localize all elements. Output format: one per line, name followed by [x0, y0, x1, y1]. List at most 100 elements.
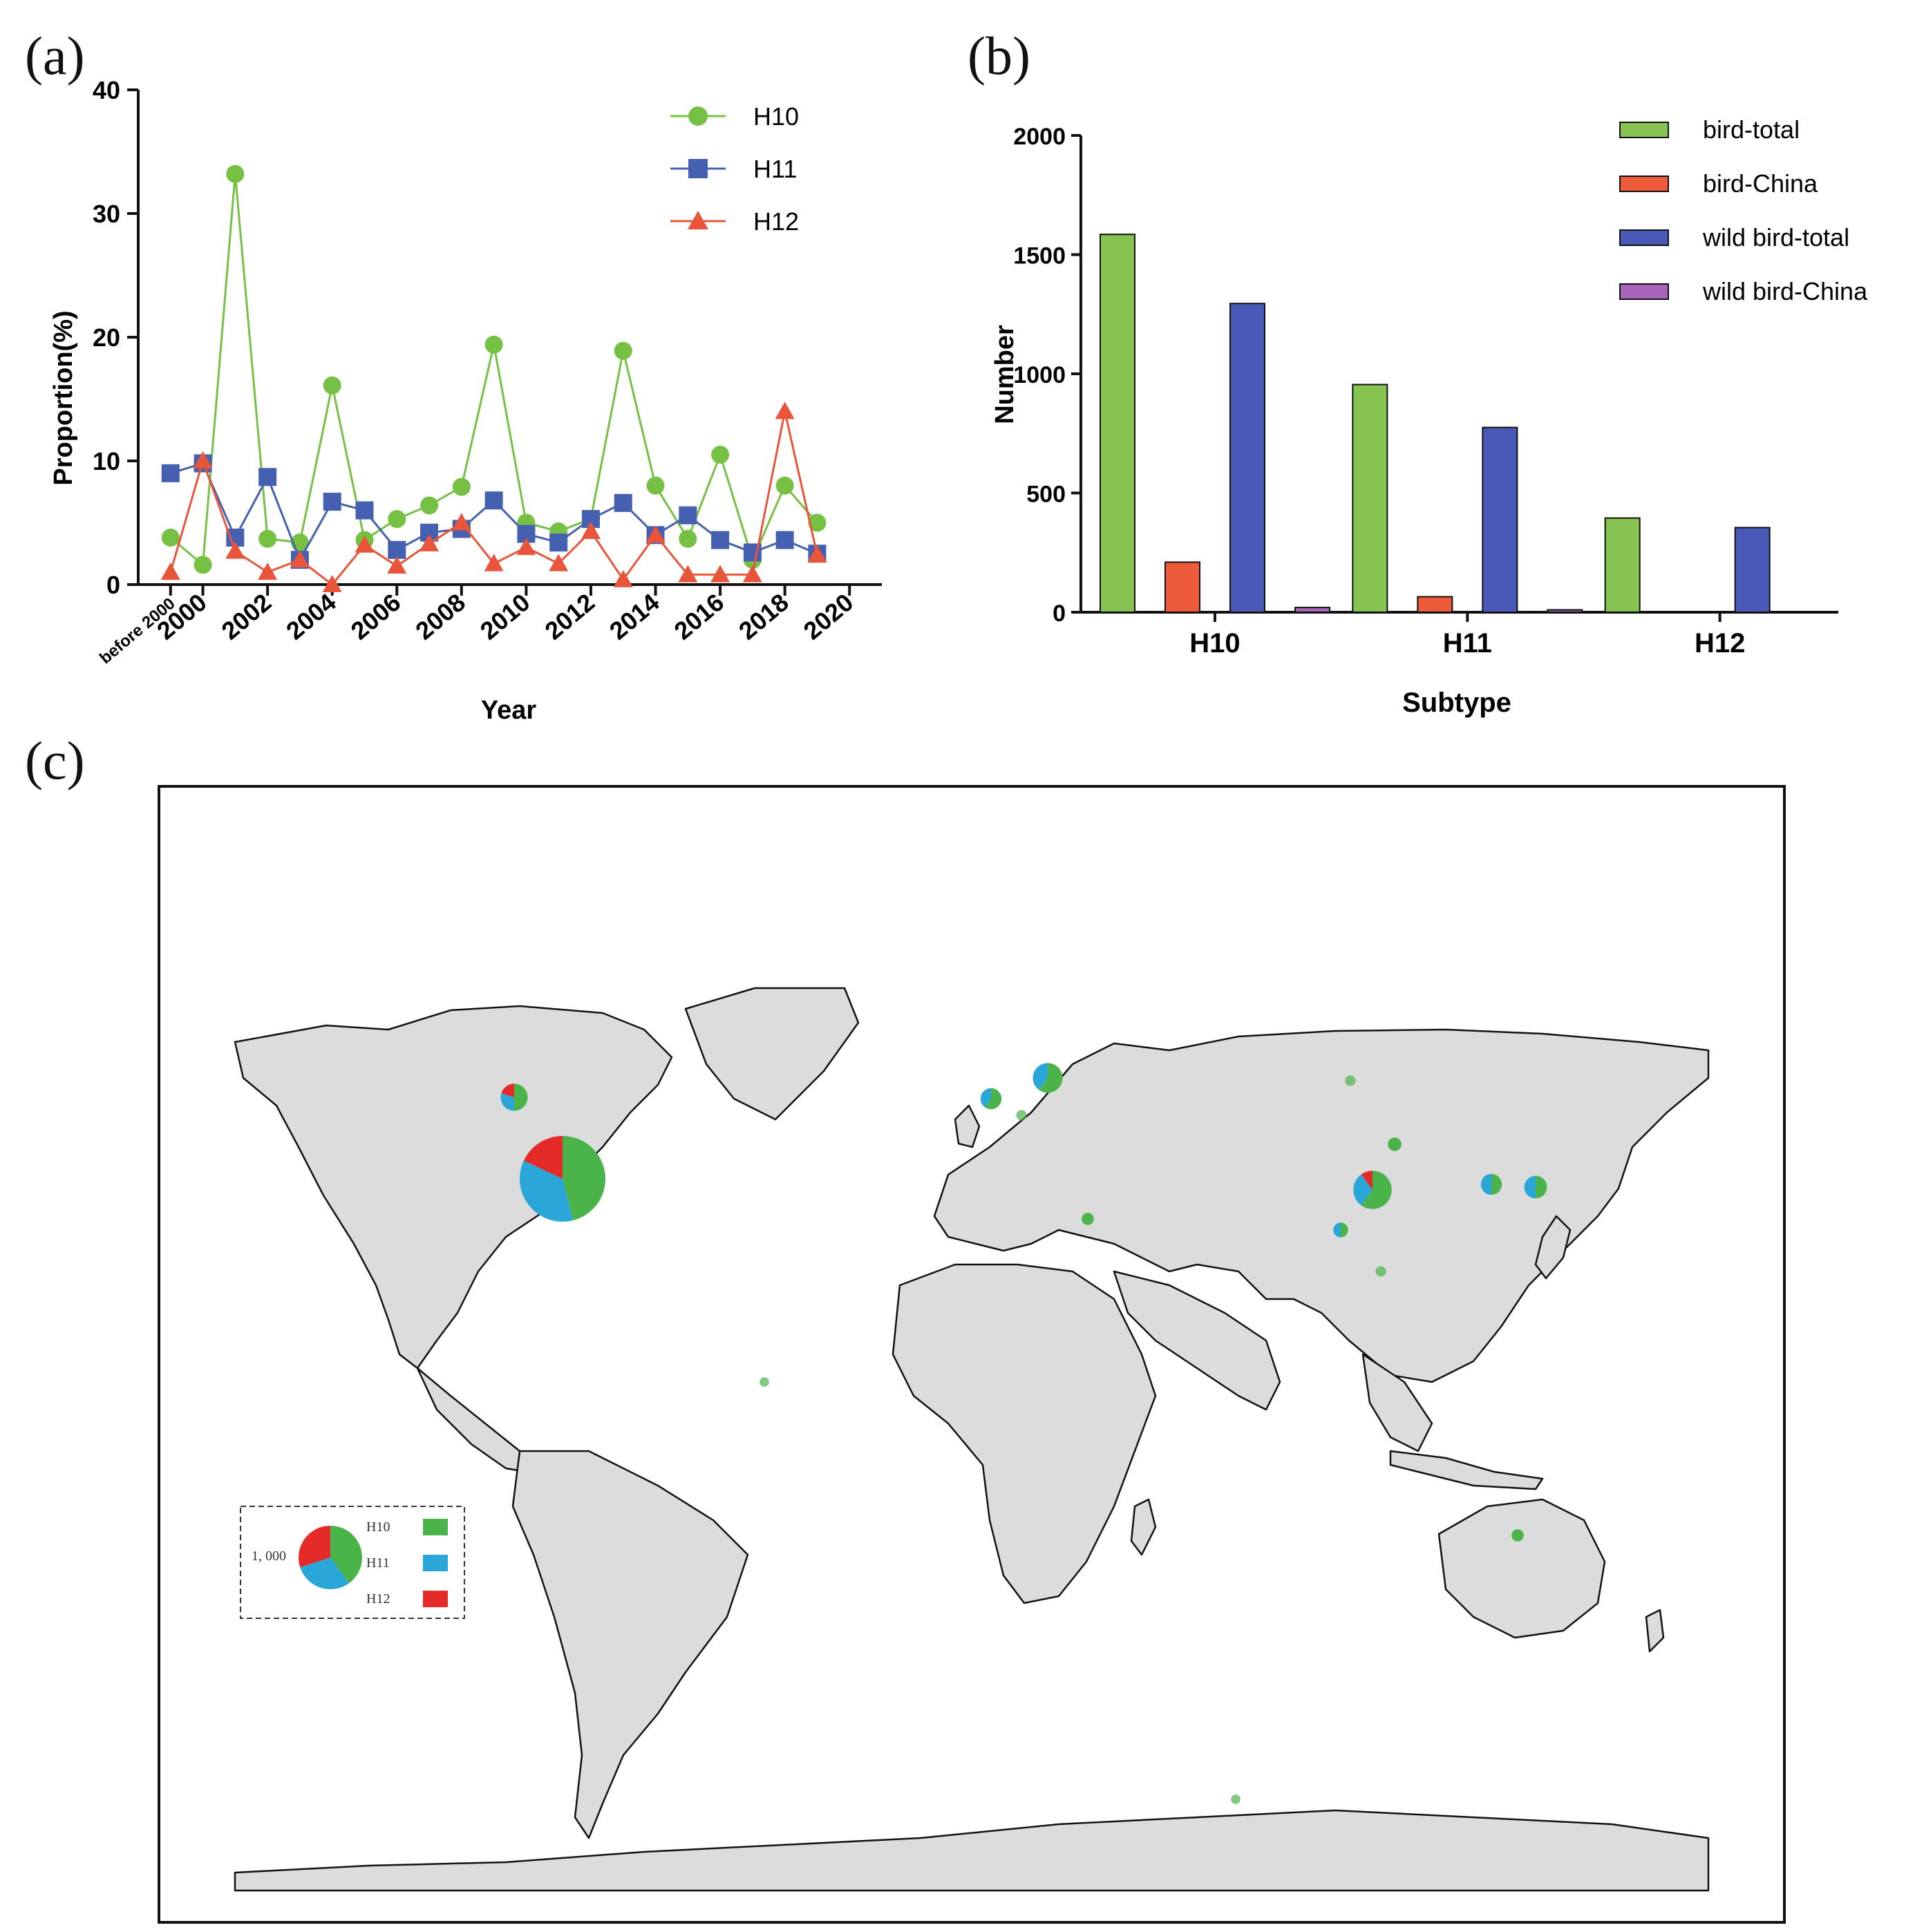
panel-label-b: (b) [968, 26, 1030, 86]
world-map: 1, 000 H10 H11 H12 [234, 987, 1710, 1892]
panel-label-a: (a) [25, 26, 85, 86]
pie-canada-slice [500, 1092, 514, 1111]
x-tick-label: H12 [1695, 628, 1745, 659]
x-axis-label: Subtype [1402, 688, 1511, 718]
map-legend-h11-swatch [423, 1555, 448, 1571]
pie-netherlands-slice [980, 1088, 991, 1108]
data-point-h12 [451, 513, 471, 531]
data-point-h12 [775, 401, 795, 419]
x-tick-label: 2004 [281, 588, 341, 645]
map-legend-h12-label: H12 [366, 1591, 390, 1607]
pie-germany-slice [1016, 1110, 1027, 1121]
data-point-h12 [258, 562, 278, 580]
y-tick-label: 20 [93, 323, 120, 352]
bar-wild-bird-total [1734, 527, 1771, 614]
x-tick-label: 2014 [604, 588, 665, 645]
y-tick-label: 0 [1053, 600, 1066, 627]
greenland [684, 987, 860, 1121]
x-tick-label: 2010 [475, 588, 536, 645]
legend-pie-slice [299, 1526, 330, 1568]
bar-wild-bird-china [1547, 609, 1583, 613]
bar-chart-number: 0 500 1000 1500 2000 H10 H11 H12 bird-total bird… [990, 115, 1868, 718]
y-tick-label: 40 [93, 76, 120, 104]
pie-canada-slice [514, 1083, 528, 1111]
bar-wild-bird-total [1482, 426, 1518, 613]
y-tick-label: 2000 [1013, 124, 1066, 150]
data-point-h12 [613, 569, 633, 587]
pie-bangladesh-slice [1333, 1222, 1341, 1238]
map-legend-h10-swatch [423, 1519, 448, 1535]
data-point-h10 [452, 477, 471, 496]
data-point-h11 [484, 491, 503, 510]
data-point-h10 [323, 376, 341, 395]
x-tick-label: 2002 [216, 588, 277, 645]
eurasia [933, 1028, 1710, 1383]
map-legend-h12-swatch [423, 1591, 448, 1607]
data-point-h10 [258, 529, 277, 548]
y-axis-label: Number [990, 325, 1019, 424]
map-pies [500, 1063, 1547, 1804]
data-point-h12 [419, 533, 440, 551]
new-zealand [1645, 1609, 1665, 1653]
legend-marker-h12 [688, 211, 708, 229]
bar-bird-total [1100, 234, 1135, 613]
data-point-h12 [484, 553, 504, 571]
pie-china-slice [1353, 1174, 1373, 1206]
data-point-h12 [322, 575, 342, 592]
pie-japan-slice [1524, 1175, 1536, 1199]
pie-canada-slice [501, 1083, 514, 1097]
pie-antarctica-slice [1231, 1794, 1241, 1804]
pie-sweden-slice [1032, 1063, 1048, 1090]
map-legend-scale-label: 1, 000 [252, 1549, 286, 1564]
data-point-h12 [678, 565, 698, 583]
pie-netherlands-slice [985, 1088, 1002, 1110]
data-point-h11 [775, 531, 794, 549]
south-asia [1113, 1270, 1281, 1411]
pie-china-slice [1361, 1171, 1392, 1209]
data-point-h12 [549, 553, 569, 571]
legend-label-h12: H12 [753, 207, 799, 236]
x-tick-label: 2000 [151, 588, 212, 645]
data-point-h12 [645, 525, 666, 543]
pie-usa-slice [519, 1160, 574, 1222]
y-tick-label: 500 [1026, 482, 1066, 508]
y-tick-label: 0 [106, 571, 120, 599]
legend-swatch-bird-total [1619, 122, 1669, 138]
x-tick-label: H10 [1189, 628, 1240, 659]
pie-australia-slice [1511, 1529, 1524, 1542]
pie-russia-slice [1345, 1075, 1356, 1086]
legend-pie-slice [300, 1557, 350, 1589]
data-point-h12 [581, 522, 601, 540]
central-america [416, 1367, 528, 1473]
legend-marker-h10 [688, 106, 708, 126]
y-tick-label: 1500 [1013, 243, 1066, 269]
map-legend-h11-label: H11 [366, 1555, 390, 1571]
bar-bird-total [1604, 517, 1641, 613]
uk [954, 1104, 981, 1148]
data-point-h12 [160, 562, 180, 580]
australia [1437, 1498, 1606, 1639]
legend-marker-h11 [688, 159, 708, 178]
x-tick-label: 2006 [346, 588, 406, 645]
y-tick-label: 10 [93, 447, 120, 475]
map-legend: 1, 000 H10 H11 H12 [240, 1506, 465, 1619]
data-point-h11 [355, 501, 374, 520]
data-point-h10 [420, 496, 439, 515]
data-point-h11 [711, 531, 730, 549]
legend-label-h11: H11 [753, 155, 797, 183]
legend-pie-slice [330, 1526, 362, 1584]
data-point-h10 [226, 164, 245, 183]
pie-korea-slice [1480, 1173, 1491, 1195]
x-tick-label: 2016 [669, 588, 730, 645]
map-legend-pie [299, 1526, 362, 1589]
pie-thailand-slice [1375, 1266, 1386, 1277]
panel-label-c: (c) [25, 730, 85, 790]
data-point-h10 [161, 528, 180, 547]
x-tick-label: 2020 [798, 588, 859, 645]
legend-label-wild-bird-china: wild bird-China [1702, 277, 1868, 305]
antarctica [234, 1809, 1710, 1892]
madagascar [1130, 1498, 1157, 1556]
continents [234, 987, 1710, 1892]
data-point-h10 [711, 446, 730, 464]
map-panel: 1, 000 H10 H11 H12 [158, 785, 1786, 1924]
